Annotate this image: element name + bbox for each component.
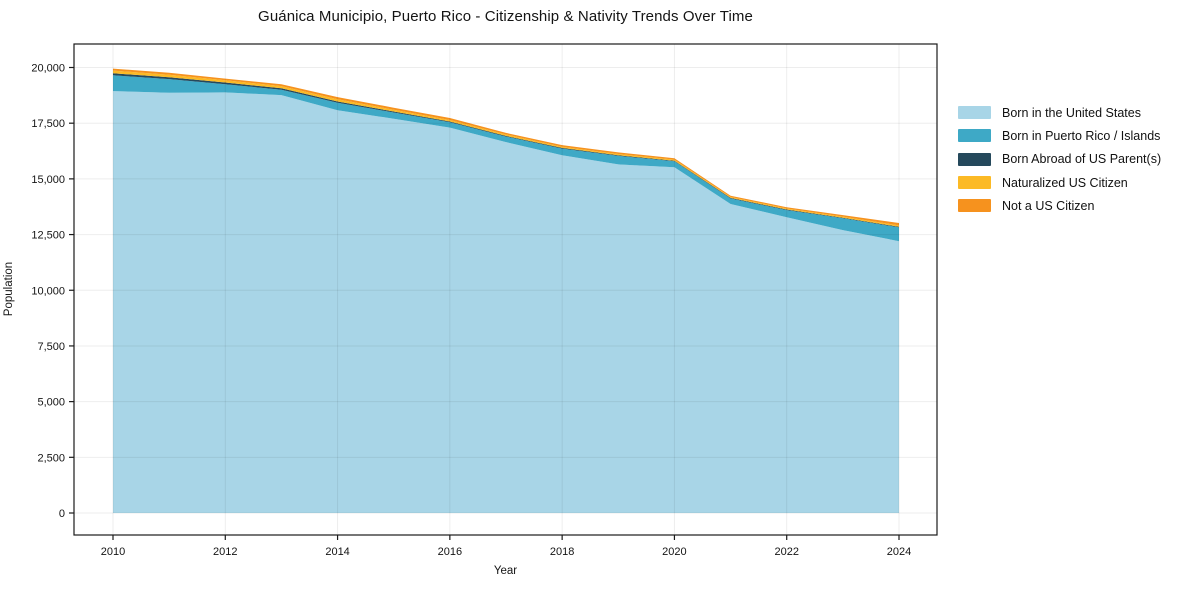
area-series-1 (113, 75, 899, 242)
legend-label: Born in Puerto Rico / Islands (1002, 128, 1161, 143)
legend: Born in the United States Born in Puerto … (958, 101, 1161, 217)
x-axis-title: Year (493, 565, 518, 577)
area-series-0 (113, 91, 899, 513)
legend-item: Born in Puerto Rico / Islands (958, 124, 1161, 147)
x-tick-label: 2014 (325, 546, 349, 558)
x-tick-label: 2016 (438, 546, 462, 558)
plot-border (73, 43, 938, 536)
x-tick-label: 2024 (887, 546, 911, 558)
legend-item: Naturalized US Citizen (958, 171, 1161, 194)
y-tick-label: 10,000 (31, 285, 65, 297)
y-tick-label: 7,500 (37, 341, 65, 353)
y-tick-label: 20,000 (31, 63, 65, 75)
x-tick-label: 2018 (550, 546, 574, 558)
y-tick-label: 12,500 (31, 230, 65, 242)
legend-label: Not a US Citizen (1002, 198, 1095, 213)
legend-label: Born Abroad of US Parent(s) (1002, 152, 1162, 167)
x-tick-label: 2020 (662, 546, 686, 558)
x-tick-label: 2022 (774, 546, 798, 558)
legend-swatch (958, 199, 991, 213)
x-tick-label: 2010 (101, 546, 125, 558)
legend-swatch (958, 129, 991, 143)
legend-label: Naturalized US Citizen (1002, 175, 1128, 190)
y-tick-label: 5,000 (37, 397, 65, 409)
y-tick-label: 2,500 (37, 452, 65, 464)
y-tick-label: 0 (59, 508, 65, 520)
legend-label: Born in the United States (1002, 105, 1141, 120)
legend-item: Born Abroad of US Parent(s) (958, 148, 1161, 171)
legend-item: Born in the United States (958, 101, 1161, 124)
chart-title: Guánica Municipio, Puerto Rico - Citizen… (258, 8, 753, 25)
legend-swatch (958, 106, 991, 120)
legend-swatch (958, 152, 991, 166)
y-tick-label: 17,500 (31, 118, 65, 130)
legend-swatch (958, 176, 991, 190)
legend-item: Not a US Citizen (958, 194, 1161, 217)
y-tick-label: 15,000 (31, 174, 65, 186)
x-tick-label: 2012 (213, 546, 237, 558)
